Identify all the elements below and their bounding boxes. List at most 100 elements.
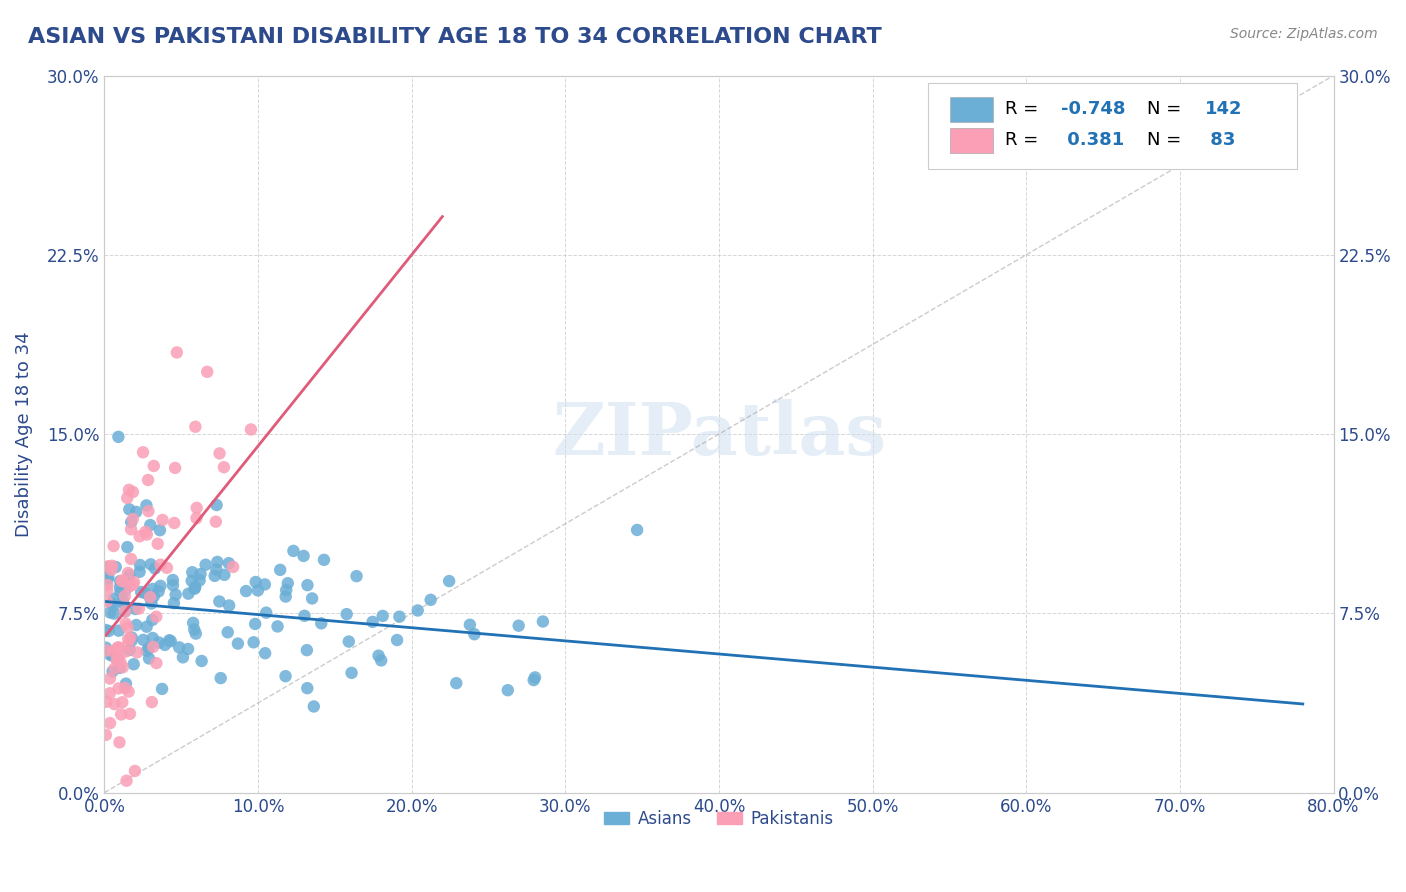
Point <box>437 574 460 588</box>
Point <box>177 587 200 601</box>
Point <box>183 582 205 596</box>
Point <box>277 576 299 591</box>
Point <box>302 699 325 714</box>
Point <box>212 460 235 475</box>
Point <box>139 590 162 604</box>
Point <box>118 568 141 582</box>
Point <box>108 649 131 664</box>
Point <box>253 577 276 591</box>
Point <box>125 645 148 659</box>
Point <box>190 654 212 668</box>
Point <box>190 567 212 582</box>
Point <box>371 608 394 623</box>
Point <box>101 644 124 658</box>
Point <box>117 540 139 554</box>
Point <box>128 601 150 615</box>
Text: 83: 83 <box>1205 131 1236 149</box>
Point <box>120 515 142 529</box>
Point <box>96 578 118 592</box>
Point <box>205 563 228 577</box>
Point <box>108 580 131 594</box>
Point <box>134 524 156 539</box>
Point <box>94 640 117 655</box>
Point <box>132 632 155 647</box>
Legend: Asians, Pakistanis: Asians, Pakistanis <box>598 803 839 835</box>
Point <box>150 681 173 696</box>
Point <box>97 559 120 574</box>
Point <box>177 642 200 657</box>
Point <box>242 635 264 649</box>
Point <box>226 637 249 651</box>
Point <box>149 579 172 593</box>
Point <box>370 653 392 667</box>
FancyBboxPatch shape <box>950 128 993 153</box>
Point <box>114 604 136 618</box>
Point <box>105 652 128 666</box>
Point <box>96 583 118 598</box>
Point <box>138 640 160 655</box>
Point <box>114 681 136 695</box>
Point <box>118 706 141 721</box>
Point <box>100 597 122 611</box>
Point <box>235 584 257 599</box>
Point <box>107 681 129 696</box>
Point <box>125 618 148 632</box>
Point <box>157 633 180 648</box>
Point <box>105 642 128 657</box>
Point <box>139 591 162 605</box>
Point <box>96 695 118 709</box>
Point <box>167 640 190 655</box>
Point <box>172 650 194 665</box>
Point <box>346 569 368 583</box>
Point <box>301 591 323 606</box>
Point <box>94 623 117 637</box>
Point <box>114 605 136 619</box>
Point <box>336 607 359 621</box>
Point <box>141 597 163 611</box>
Point <box>142 590 165 604</box>
Point <box>165 461 187 475</box>
Point <box>98 648 121 662</box>
Point <box>96 594 118 608</box>
Point <box>112 595 135 609</box>
Point <box>276 583 298 598</box>
Point <box>148 635 170 649</box>
Point <box>108 661 131 675</box>
Point <box>98 606 121 620</box>
Y-axis label: Disability Age 18 to 34: Disability Age 18 to 34 <box>15 331 32 537</box>
Point <box>121 512 143 526</box>
Point <box>180 574 202 588</box>
Point <box>101 648 124 663</box>
Point <box>135 527 157 541</box>
Point <box>181 615 204 630</box>
Point <box>162 573 184 587</box>
Point <box>254 646 277 660</box>
Point <box>337 634 360 648</box>
Point <box>274 590 297 604</box>
Point <box>107 430 129 444</box>
Point <box>406 603 429 617</box>
Point <box>129 558 152 572</box>
Point <box>208 594 231 608</box>
Point <box>108 735 131 749</box>
Point <box>128 529 150 543</box>
Point <box>217 625 239 640</box>
Point <box>274 669 297 683</box>
Point <box>266 619 288 633</box>
Point <box>117 566 139 580</box>
Point <box>188 574 211 588</box>
Point <box>163 596 186 610</box>
Point <box>111 695 134 709</box>
Point <box>205 498 228 512</box>
Point <box>153 638 176 652</box>
Point <box>125 505 148 519</box>
Point <box>120 552 142 566</box>
Point <box>218 599 240 613</box>
Point <box>149 558 172 572</box>
Point <box>114 616 136 631</box>
Point <box>124 602 146 616</box>
Point <box>122 657 145 672</box>
Point <box>204 515 226 529</box>
Text: N =: N = <box>1147 100 1187 119</box>
Point <box>388 609 411 624</box>
